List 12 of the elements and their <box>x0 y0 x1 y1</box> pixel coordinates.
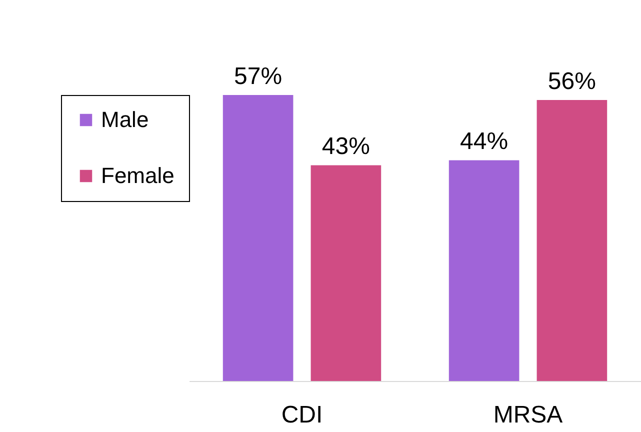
legend-label: Male <box>101 107 149 132</box>
bar <box>222 95 294 381</box>
bar <box>310 165 382 381</box>
data-label: 43% <box>322 133 370 160</box>
bar <box>536 100 608 381</box>
data-label: 44% <box>460 128 508 156</box>
bar <box>448 160 520 381</box>
data-label: 56% <box>548 68 596 96</box>
x-tick-label: MRSA <box>493 402 563 428</box>
legend-label: Female <box>101 163 174 188</box>
x-tick-label: CDI <box>281 402 323 428</box>
data-label: 57% <box>234 63 282 90</box>
